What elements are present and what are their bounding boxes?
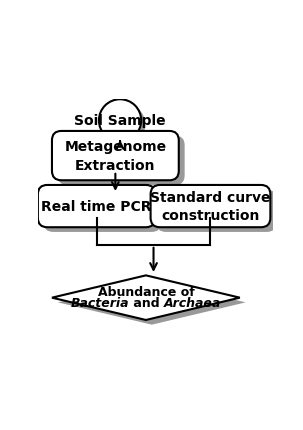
Text: Soil Sample: Soil Sample bbox=[74, 114, 166, 128]
Text: Abundance of: Abundance of bbox=[98, 285, 194, 298]
Text: Standard curve
construction: Standard curve construction bbox=[150, 190, 271, 223]
FancyBboxPatch shape bbox=[151, 185, 270, 228]
Text: and: and bbox=[129, 296, 164, 309]
Text: Archaea: Archaea bbox=[164, 296, 221, 309]
FancyBboxPatch shape bbox=[38, 185, 155, 228]
FancyBboxPatch shape bbox=[52, 132, 179, 181]
FancyBboxPatch shape bbox=[44, 190, 161, 232]
Polygon shape bbox=[52, 276, 240, 320]
Polygon shape bbox=[58, 280, 246, 325]
Circle shape bbox=[99, 100, 141, 142]
Text: Real time PCR: Real time PCR bbox=[41, 200, 152, 214]
FancyBboxPatch shape bbox=[156, 190, 276, 232]
Text: Bacteria: Bacteria bbox=[71, 296, 129, 309]
Text: Metagenome
Extraction: Metagenome Extraction bbox=[64, 140, 166, 172]
FancyBboxPatch shape bbox=[58, 136, 185, 185]
Circle shape bbox=[103, 104, 145, 146]
